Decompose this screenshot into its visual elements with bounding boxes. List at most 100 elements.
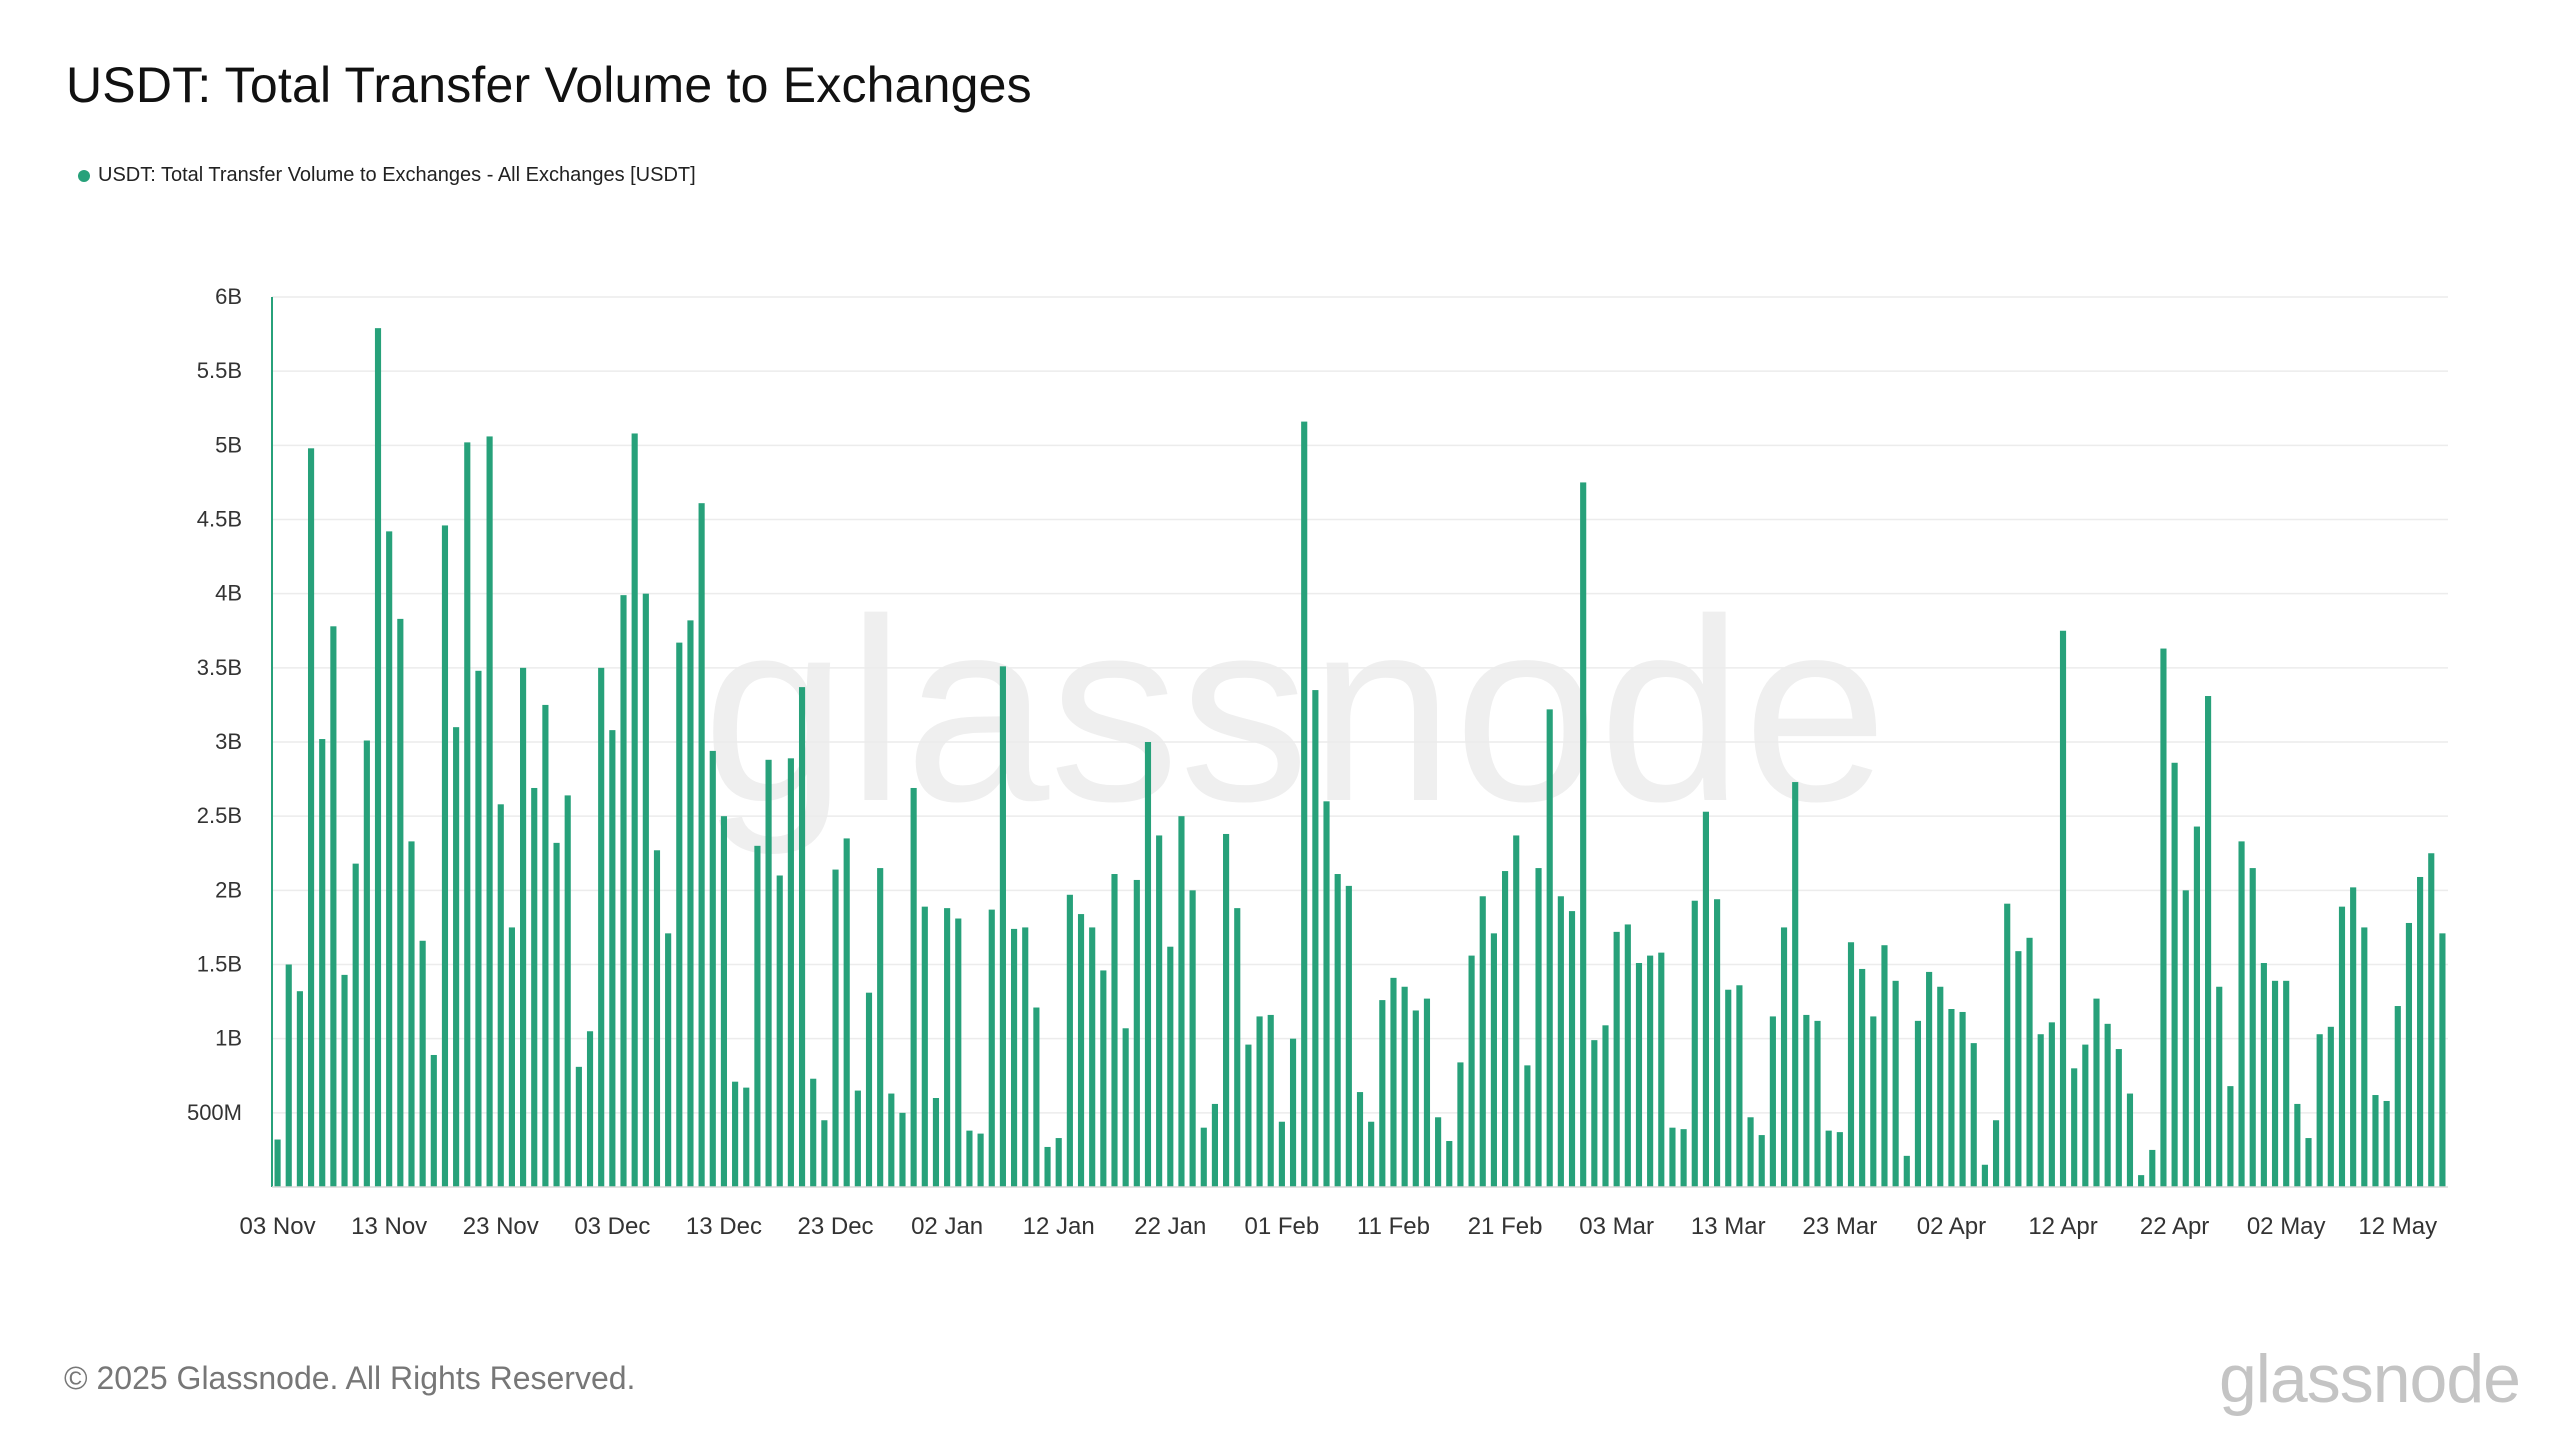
bar[interactable] xyxy=(966,1130,973,1187)
bar[interactable] xyxy=(430,1054,437,1187)
bar[interactable] xyxy=(2428,853,2435,1187)
bar[interactable] xyxy=(1680,1129,1687,1187)
bar[interactable] xyxy=(1602,1025,1609,1187)
bar[interactable] xyxy=(1981,1164,1988,1187)
bar[interactable] xyxy=(1312,690,1319,1187)
bar[interactable] xyxy=(1736,985,1743,1187)
bar[interactable] xyxy=(397,618,404,1187)
bar[interactable] xyxy=(1870,1016,1877,1187)
bar[interactable] xyxy=(1390,977,1397,1187)
bar[interactable] xyxy=(1468,955,1475,1187)
bar[interactable] xyxy=(1825,1130,1832,1187)
bar[interactable] xyxy=(1368,1121,1375,1187)
bar[interactable] xyxy=(2059,630,2067,1187)
bar[interactable] xyxy=(1658,952,1665,1187)
bar[interactable] xyxy=(1635,963,1643,1187)
bar[interactable] xyxy=(698,503,705,1187)
bar[interactable] xyxy=(1200,1127,1207,1187)
bar[interactable] xyxy=(1524,1065,1531,1187)
bar[interactable] xyxy=(598,667,605,1187)
bar[interactable] xyxy=(1066,894,1073,1187)
bar[interactable] xyxy=(1022,927,1029,1187)
bar[interactable] xyxy=(1401,986,1408,1187)
bar[interactable] xyxy=(1323,801,1330,1187)
bar[interactable] xyxy=(2439,933,2446,1187)
bar[interactable] xyxy=(687,620,694,1187)
bar[interactable] xyxy=(2015,951,2022,1187)
bar[interactable] xyxy=(2205,696,2212,1187)
bar[interactable] xyxy=(1613,931,1620,1187)
bar[interactable] xyxy=(441,525,449,1187)
bar[interactable] xyxy=(921,906,928,1187)
bar[interactable] xyxy=(1591,1040,1598,1187)
bar[interactable] xyxy=(854,1090,861,1187)
bar[interactable] xyxy=(508,927,515,1187)
bar[interactable] xyxy=(553,842,560,1187)
bar[interactable] xyxy=(1714,899,1721,1187)
bar[interactable] xyxy=(955,918,962,1187)
bar[interactable] xyxy=(2383,1100,2390,1187)
bar[interactable] xyxy=(285,964,292,1188)
bar[interactable] xyxy=(821,1120,828,1187)
bar[interactable] xyxy=(2305,1138,2312,1187)
bar[interactable] xyxy=(274,1139,281,1187)
bar-series[interactable] xyxy=(274,328,2446,1188)
bar[interactable] xyxy=(1502,871,1509,1187)
bar[interactable] xyxy=(765,759,772,1187)
bar[interactable] xyxy=(1089,927,1096,1187)
bar[interactable] xyxy=(1033,1007,1040,1187)
bar[interactable] xyxy=(1725,989,1732,1187)
bar[interactable] xyxy=(1914,1020,1922,1187)
bar[interactable] xyxy=(1289,1038,1297,1187)
bar[interactable] xyxy=(520,667,527,1187)
bar[interactable] xyxy=(1156,835,1163,1187)
bar[interactable] xyxy=(709,750,716,1187)
bar[interactable] xyxy=(999,666,1006,1187)
bar[interactable] xyxy=(2082,1044,2089,1187)
bar[interactable] xyxy=(2115,1049,2122,1187)
bar[interactable] xyxy=(2338,906,2346,1187)
bar[interactable] xyxy=(676,642,683,1187)
bar[interactable] xyxy=(2048,1022,2055,1187)
bar[interactable] xyxy=(2216,986,2223,1187)
bar[interactable] xyxy=(2182,890,2189,1187)
bar[interactable] xyxy=(2149,1149,2156,1187)
bar[interactable] xyxy=(899,1112,906,1187)
bar[interactable] xyxy=(453,727,460,1187)
bar[interactable] xyxy=(2071,1068,2078,1187)
bar[interactable] xyxy=(2160,648,2167,1187)
bar[interactable] xyxy=(776,875,783,1188)
bar[interactable] xyxy=(531,787,538,1187)
bar[interactable] xyxy=(1457,1062,1464,1187)
bar[interactable] xyxy=(1702,811,1709,1187)
bar[interactable] xyxy=(1446,1141,1453,1187)
bar[interactable] xyxy=(2283,980,2290,1187)
bar[interactable] xyxy=(1513,835,1520,1187)
bar[interactable] xyxy=(609,730,616,1187)
bar[interactable] xyxy=(330,626,337,1187)
bar[interactable] xyxy=(877,868,884,1187)
bar[interactable] xyxy=(1334,874,1341,1187)
bar[interactable] xyxy=(1780,927,1788,1187)
bar[interactable] xyxy=(1211,1103,1218,1187)
bar[interactable] xyxy=(1278,1121,1285,1187)
bar[interactable] xyxy=(2227,1086,2234,1187)
bar[interactable] xyxy=(1100,970,1107,1187)
bar[interactable] xyxy=(1557,896,1564,1187)
bar[interactable] xyxy=(2260,963,2267,1187)
bar[interactable] xyxy=(296,991,303,1187)
bar[interactable] xyxy=(932,1098,940,1187)
bar[interactable] xyxy=(1122,1028,1129,1187)
bar[interactable] xyxy=(888,1093,895,1187)
bar[interactable] xyxy=(2249,868,2256,1187)
bar[interactable] xyxy=(1301,421,1308,1188)
bar[interactable] xyxy=(2171,762,2178,1187)
bar[interactable] xyxy=(2193,826,2200,1187)
bar[interactable] xyxy=(1435,1117,1442,1187)
bar[interactable] xyxy=(1412,1010,1419,1187)
bar[interactable] xyxy=(586,1031,594,1187)
bar[interactable] xyxy=(408,841,415,1187)
bar[interactable] xyxy=(2394,1006,2401,1187)
bar[interactable] xyxy=(2361,927,2368,1187)
bar[interactable] xyxy=(2316,1034,2323,1187)
